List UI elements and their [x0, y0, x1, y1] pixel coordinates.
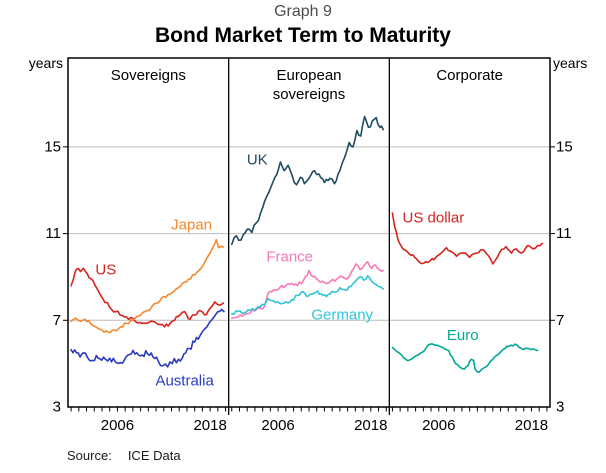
- y-tick-label-left-3: 3: [53, 399, 61, 416]
- series-label-germany: Germany: [311, 306, 373, 323]
- y-tick-label-left-7: 7: [53, 312, 61, 329]
- series-line-us: [70, 267, 225, 328]
- series-line-france: [231, 260, 385, 319]
- series-line-australia: [70, 308, 225, 368]
- panel-title-sovereigns: sovereigns: [273, 86, 346, 103]
- y-axis-unit-right: years: [553, 55, 588, 71]
- source-value: ICE Data: [127, 448, 181, 463]
- graph-number: Graph 9: [274, 3, 332, 20]
- x-tick-label-2006: 2006: [261, 417, 294, 434]
- series-line-uk: [231, 115, 385, 246]
- panel-title-corporate: Corporate: [436, 67, 503, 84]
- series-label-japan: Japan: [171, 216, 212, 233]
- series-label-uk: UK: [247, 151, 268, 168]
- plot-frame: [67, 57, 551, 408]
- x-tick-label-2018: 2018: [354, 417, 387, 434]
- source-label: Source:: [67, 448, 112, 463]
- y-tick-label-right-7: 7: [556, 312, 564, 329]
- x-tick-label-2018: 2018: [193, 417, 226, 434]
- y-tick-label-right-3: 3: [556, 399, 564, 416]
- series-line-japan: [70, 238, 225, 334]
- y-tick-label-right-11: 11: [556, 225, 572, 242]
- y-tick-label-left-15: 15: [44, 138, 61, 155]
- series-line-us-dollar: [391, 212, 544, 265]
- series-label-australia: Australia: [155, 372, 214, 389]
- series-line-euro: [391, 343, 539, 374]
- y-tick-label-right-15: 15: [556, 138, 573, 155]
- source-note: Source: ICE Data: [67, 448, 181, 463]
- series-label-euro: Euro: [447, 327, 479, 344]
- y-axis-unit-left: years: [28, 55, 63, 71]
- y-tick-label-left-11: 11: [45, 225, 61, 242]
- series-label-us: US: [95, 262, 116, 279]
- series-label-france: France: [266, 248, 313, 265]
- x-tick-label-2006: 2006: [101, 417, 134, 434]
- x-tick-label-2006: 2006: [422, 417, 455, 434]
- panel-title-sovereigns: Sovereigns: [111, 67, 186, 84]
- page-title: Bond Market Term to Maturity: [155, 24, 451, 47]
- series-label-us-dollar: US dollar: [403, 209, 465, 226]
- series-line-germany: [231, 275, 385, 316]
- x-tick-label-2018: 2018: [515, 417, 548, 434]
- panel-title-european: European: [276, 67, 341, 84]
